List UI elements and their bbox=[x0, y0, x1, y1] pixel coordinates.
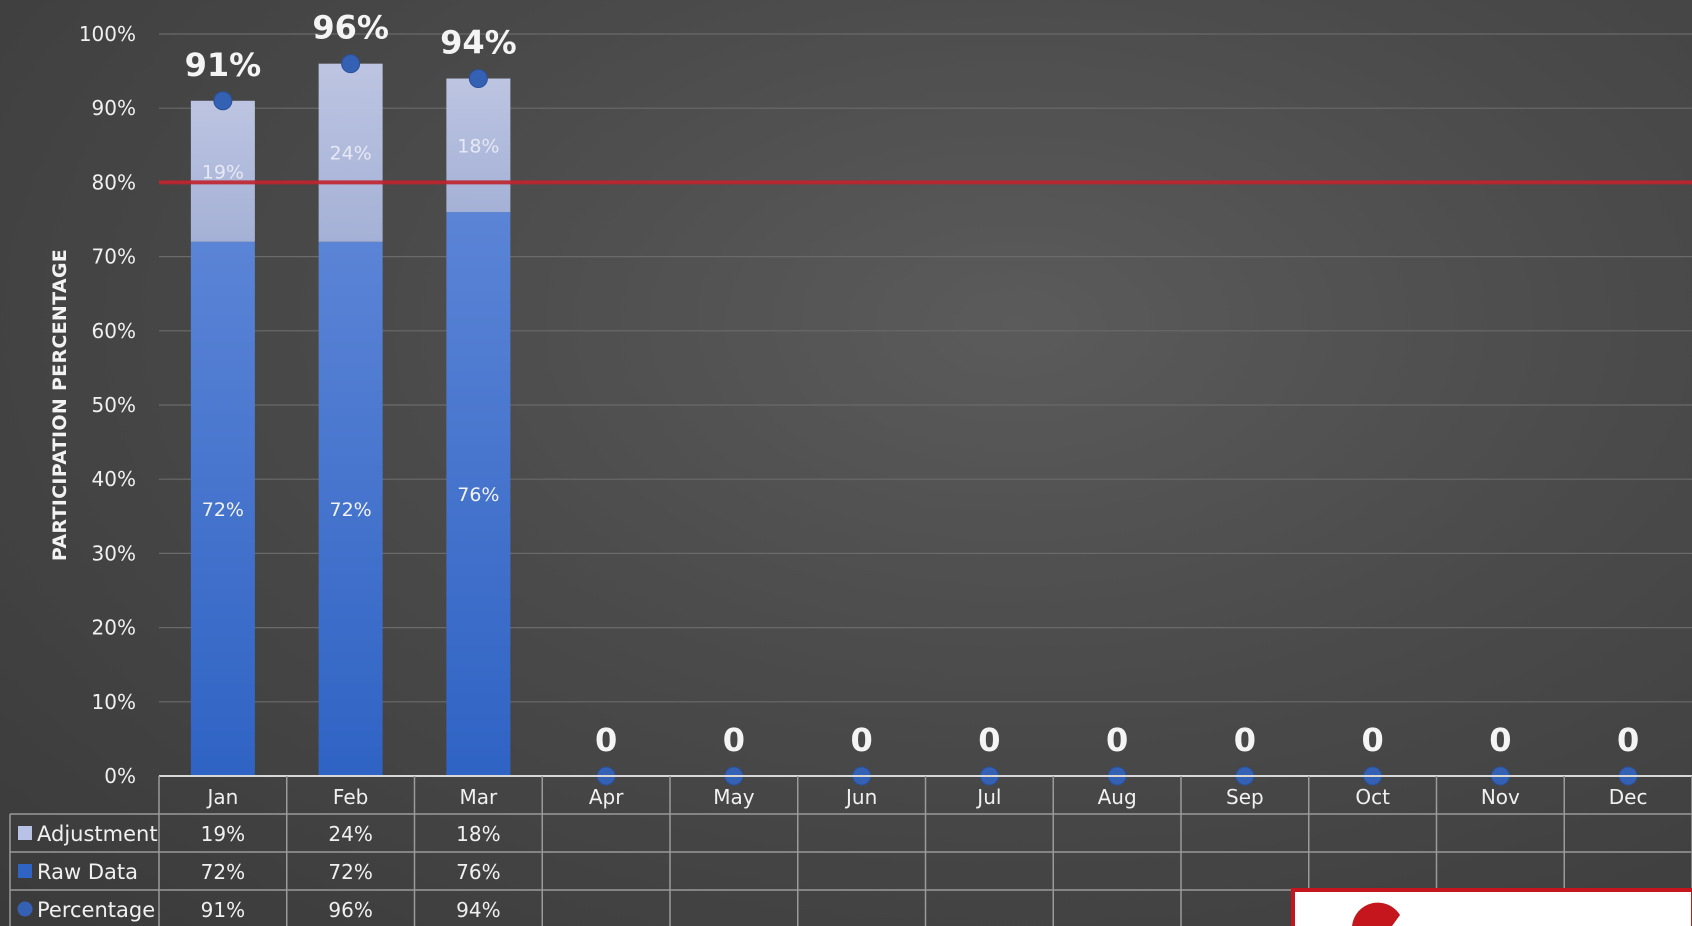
table-cell: 72% bbox=[328, 860, 372, 884]
table-cell: 72% bbox=[201, 860, 245, 884]
percentage-label: 96% bbox=[312, 9, 389, 47]
table-cell: 96% bbox=[328, 898, 372, 922]
bar-raw-data bbox=[318, 241, 383, 776]
gridlines bbox=[159, 33, 1692, 703]
raw-data-label: 72% bbox=[202, 499, 244, 521]
category-label: Mar bbox=[460, 785, 499, 809]
adjustment-label: 18% bbox=[457, 135, 499, 157]
bar-adjustment bbox=[190, 100, 255, 242]
y-tick-label: 60% bbox=[92, 319, 136, 343]
category-label: Aug bbox=[1098, 785, 1137, 809]
logo-box bbox=[1291, 888, 1692, 926]
category-label: Feb bbox=[333, 785, 368, 809]
y-tick-label: 50% bbox=[92, 393, 136, 417]
percentage-label: 0 bbox=[723, 721, 745, 759]
percentage-point bbox=[213, 91, 233, 111]
category-label: Sep bbox=[1226, 785, 1264, 809]
legend-marker bbox=[18, 864, 32, 878]
category-label: Nov bbox=[1481, 785, 1520, 809]
bar-adjustment bbox=[318, 63, 383, 242]
category-label: May bbox=[713, 785, 755, 809]
adjustment-label: 19% bbox=[202, 161, 244, 183]
percentage-label: 91% bbox=[185, 46, 262, 84]
bar-adjustment bbox=[446, 78, 511, 213]
y-axis-label: PARTICIPATION PERCENTAGE bbox=[49, 249, 71, 561]
y-tick-label: 0% bbox=[104, 764, 136, 788]
raw-data-label: 76% bbox=[457, 484, 499, 506]
y-tick-label: 20% bbox=[92, 616, 136, 640]
legend-label: Adjustment bbox=[37, 822, 158, 846]
table-cell: 76% bbox=[456, 860, 500, 884]
table-cell: 24% bbox=[328, 822, 372, 846]
y-tick-label: 90% bbox=[92, 96, 136, 120]
percentage-label: 0 bbox=[1361, 721, 1383, 759]
table-cell: 19% bbox=[201, 822, 245, 846]
table-cell: 18% bbox=[456, 822, 500, 846]
bar-raw-data bbox=[446, 212, 511, 776]
y-tick-label: 10% bbox=[92, 690, 136, 714]
percentage-label: 0 bbox=[978, 721, 1000, 759]
percentage-label: 94% bbox=[440, 24, 517, 62]
table-cell: 91% bbox=[201, 898, 245, 922]
data-table: Jan Feb Mar Apr May Jun Jul Aug Sep Oct Nov Dec Adju… bbox=[9, 775, 1692, 926]
logo-mark bbox=[1352, 902, 1400, 926]
legend-label: Percentage bbox=[37, 898, 155, 922]
percentage-label: 0 bbox=[1489, 721, 1511, 759]
percentage-label: 0 bbox=[1234, 721, 1256, 759]
bars: 19% 72% 24% 72% 18% 76% bbox=[190, 63, 511, 776]
y-axis-ticks: 0% 10% 20% 30% 40% 50% 60% 70% 80% 90% 100% bbox=[79, 22, 136, 788]
legend-marker bbox=[18, 826, 32, 840]
y-tick-label: 70% bbox=[92, 245, 136, 269]
bar-raw-data bbox=[190, 241, 255, 776]
table-cell: 94% bbox=[456, 898, 500, 922]
category-label: Apr bbox=[589, 785, 624, 809]
legend-label: Raw Data bbox=[37, 860, 138, 884]
raw-data-label: 72% bbox=[330, 499, 372, 521]
percentage-label: 0 bbox=[850, 721, 872, 759]
percentage-label: 0 bbox=[1106, 721, 1128, 759]
percentage-points: 91% 96% 94% 0 0 0 0 0 0 0 0 0 bbox=[185, 9, 1639, 786]
percentage-point bbox=[341, 54, 361, 74]
percentage-label: 0 bbox=[1617, 721, 1639, 759]
y-tick-label: 40% bbox=[92, 467, 136, 491]
y-tick-label: 80% bbox=[92, 170, 136, 194]
category-label: Dec bbox=[1609, 785, 1648, 809]
percentage-label: 0 bbox=[595, 721, 617, 759]
percentage-point bbox=[468, 69, 488, 89]
category-label: Jul bbox=[975, 785, 1001, 809]
category-label: Jun bbox=[844, 785, 877, 809]
logo-frame bbox=[1291, 888, 1692, 926]
category-label: Jan bbox=[205, 785, 238, 809]
category-label: Oct bbox=[1355, 785, 1390, 809]
adjustment-label: 24% bbox=[330, 143, 372, 165]
y-tick-label: 30% bbox=[92, 541, 136, 565]
y-tick-label: 100% bbox=[79, 22, 136, 46]
legend-marker bbox=[17, 901, 33, 917]
